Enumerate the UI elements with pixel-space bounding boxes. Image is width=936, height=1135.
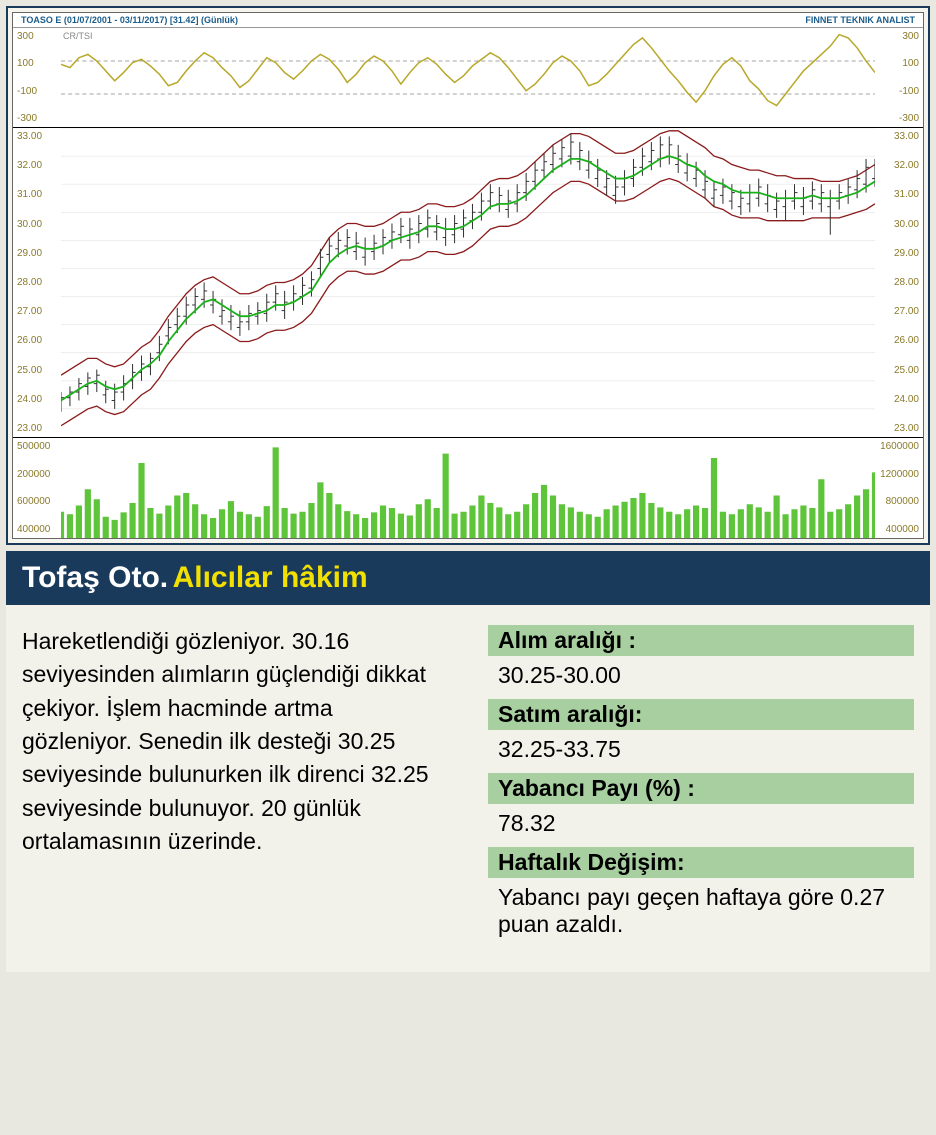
title-white: Tofaş Oto. [22, 561, 168, 594]
chart-header: TOASO E (01/07/2001 - 03/11/2017) [31.42… [13, 13, 923, 28]
oscillator-y-right: 300100-100-300 [899, 28, 919, 127]
alim-value: 30.25-30.00 [488, 658, 914, 699]
chart-header-right: FINNET TEKNIK ANALIST [805, 15, 915, 25]
price-panel: 33.0032.0031.0030.0029.0028.0027.0026.00… [13, 128, 923, 438]
haftalik-value: Yabancı payı geçen haftaya göre 0.27 pua… [488, 880, 914, 948]
alim-label: Alım aralığı : [488, 625, 914, 656]
data-column: Alım aralığı : 30.25-30.00 Satım aralığı… [488, 625, 914, 948]
body-section: Hareketlendiği gözleniyor. 30.16 seviyes… [6, 605, 930, 972]
oscillator-panel: CR/TSI 300100-100-300 300100-100-300 [13, 28, 923, 128]
volume-canvas [61, 438, 875, 538]
title-yellow: Alıcılar hâkim [173, 561, 368, 594]
chart-container: TOASO E (01/07/2001 - 03/11/2017) [31.42… [6, 6, 930, 545]
haftalik-label: Haftalık Değişim: [488, 847, 914, 878]
price-y-right: 33.0032.0031.0030.0029.0028.0027.0026.00… [894, 128, 919, 437]
chart-header-left: TOASO E (01/07/2001 - 03/11/2017) [31.42… [21, 15, 238, 25]
oscillator-canvas [61, 28, 875, 127]
title-bar: Tofaş Oto. Alıcılar hâkim [6, 551, 930, 605]
volume-y-left: 500000200000600000400000 [17, 438, 50, 538]
satim-label: Satım aralığı: [488, 699, 914, 730]
oscillator-label: CR/TSI [63, 31, 93, 41]
volume-y-right: 16000001200000800000400000 [880, 438, 919, 538]
body-text: Hareketlendiği gözleniyor. 30.16 seviyes… [22, 625, 448, 948]
volume-panel: 500000200000600000400000 160000012000008… [13, 438, 923, 538]
yabanci-value: 78.32 [488, 806, 914, 847]
price-canvas [61, 128, 875, 437]
oscillator-y-left: 300100-100-300 [17, 28, 37, 127]
yabanci-label: Yabancı Payı (%) : [488, 773, 914, 804]
price-y-left: 33.0032.0031.0030.0029.0028.0027.0026.00… [17, 128, 42, 437]
chart-inner: TOASO E (01/07/2001 - 03/11/2017) [31.42… [12, 12, 924, 539]
satim-value: 32.25-33.75 [488, 732, 914, 773]
